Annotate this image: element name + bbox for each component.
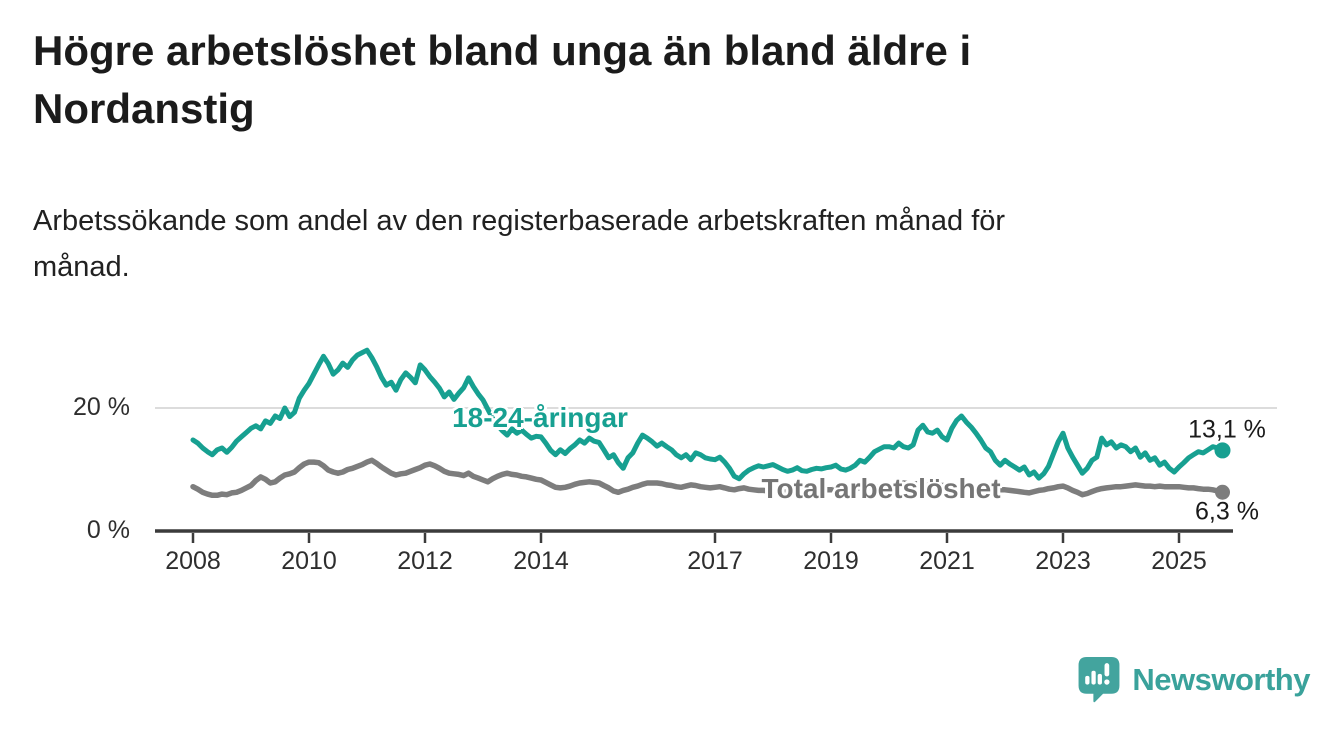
y-axis-label-0: 0 % bbox=[86, 516, 130, 544]
x-axis-tick-label-2023: 2023 bbox=[1035, 547, 1091, 575]
x-axis-tick-label-2008: 2008 bbox=[165, 547, 221, 575]
newsworthy-wordmark: Newsworthy bbox=[1132, 662, 1310, 697]
young-series-end-dot bbox=[1214, 442, 1231, 459]
x-axis-tick-label-2025: 2025 bbox=[1151, 547, 1207, 575]
newsworthy-bar-chart-bubble-icon bbox=[1078, 657, 1120, 703]
end-value-label-total: 6,3 % bbox=[1195, 497, 1259, 526]
x-axis-tick-label-2021: 2021 bbox=[919, 547, 975, 575]
logo-bar-1 bbox=[1085, 675, 1090, 685]
logo-exclamation-bar bbox=[1104, 663, 1110, 677]
x-axis-tick-label-2012: 2012 bbox=[397, 547, 453, 575]
x-axis-tick-label-2014: 2014 bbox=[513, 547, 569, 575]
end-value-label-young: 13,1 % bbox=[1188, 415, 1266, 444]
x-axis-tick-label-2010: 2010 bbox=[281, 547, 337, 575]
newsworthy-logo: Newsworthy bbox=[1078, 657, 1310, 703]
logo-exclamation-dot bbox=[1104, 679, 1110, 685]
x-axis-tick-label-2019: 2019 bbox=[803, 547, 859, 575]
young-series-line bbox=[190, 347, 1225, 482]
page-title: Högre arbetslöshet bland unga än bland ä… bbox=[33, 27, 972, 132]
total-series-end-dot bbox=[1215, 484, 1230, 500]
total-series-line bbox=[190, 457, 1226, 499]
series-label-total: Total arbetslöshet bbox=[761, 473, 1001, 504]
page-subtitle: Arbetssökande som andel av den registerb… bbox=[33, 205, 1006, 284]
series-label-young: 18-24-åringar bbox=[452, 402, 628, 433]
logo-bar-3 bbox=[1098, 673, 1103, 685]
y-axis-label-20: 20 % bbox=[73, 393, 130, 421]
x-axis-tick-label-2017: 2017 bbox=[687, 547, 743, 575]
logo-bar-2 bbox=[1091, 670, 1097, 685]
